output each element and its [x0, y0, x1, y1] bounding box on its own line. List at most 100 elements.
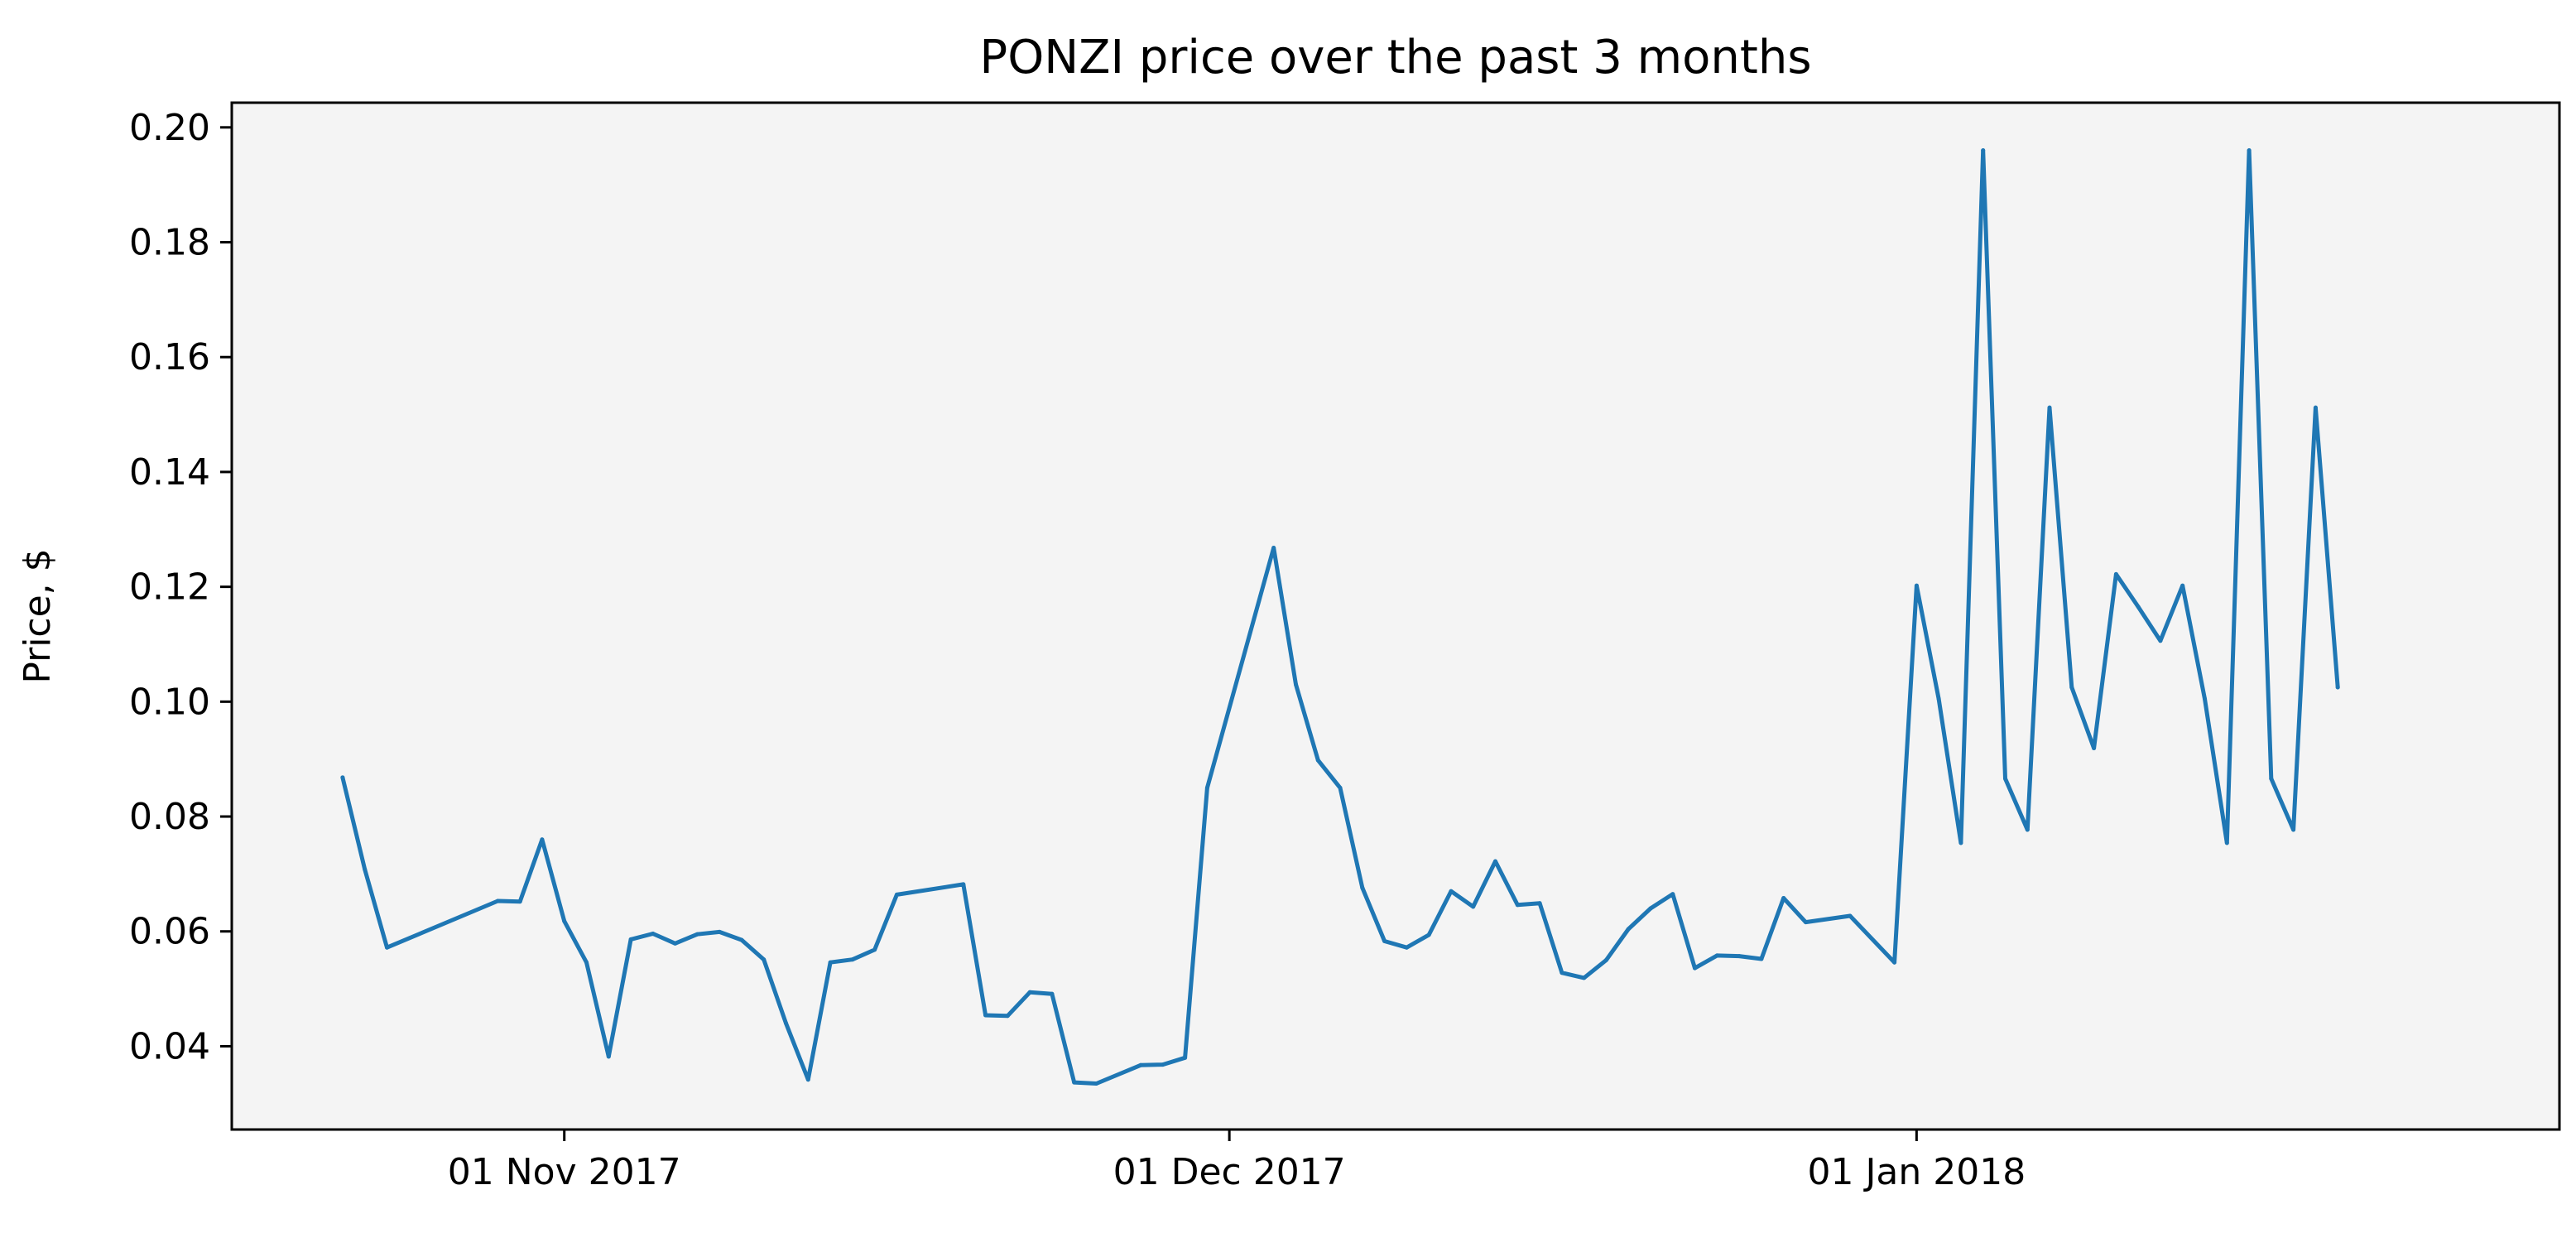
data-point — [1360, 885, 1365, 890]
data-point — [1803, 920, 1808, 925]
data-point — [1892, 960, 1897, 965]
data-point — [1294, 682, 1298, 686]
data-point — [2069, 685, 2074, 690]
y-tick-label: 0.06 — [129, 911, 210, 953]
x-tick-label: 01 Nov 2017 — [448, 1151, 681, 1193]
data-point — [1759, 956, 1764, 961]
data-point — [1382, 939, 1387, 943]
data-point — [1138, 1062, 1143, 1067]
data-point — [562, 918, 567, 923]
data-point — [1072, 1080, 1077, 1085]
data-point — [2224, 841, 2229, 845]
data-point — [1981, 148, 1986, 153]
y-tick-label: 0.08 — [129, 796, 210, 838]
price-series-line — [340, 148, 2340, 1086]
data-point — [673, 941, 678, 946]
data-point — [1582, 975, 1587, 980]
data-point — [517, 899, 522, 904]
data-point — [894, 892, 899, 897]
plot-area — [232, 103, 2559, 1130]
data-point — [872, 947, 877, 952]
data-point — [1648, 906, 1653, 911]
data-point — [1626, 927, 1631, 932]
x-tick-label: 01 Jan 2018 — [1807, 1151, 2026, 1193]
data-point — [1404, 945, 1409, 950]
data-point — [385, 945, 389, 950]
data-point — [495, 898, 500, 903]
data-point — [1471, 904, 1476, 909]
plot-frame — [230, 101, 2561, 1131]
ticks-layer: 0.04 0.06 0.08 0.10 0.12 0.14 0.16 0.18 0.20 01 N… — [129, 107, 2026, 1193]
data-point — [1714, 953, 1719, 958]
data-point — [363, 867, 368, 872]
data-point — [340, 775, 345, 780]
data-point — [784, 1021, 788, 1026]
y-tick-label: 0.20 — [129, 107, 210, 149]
data-point — [739, 937, 744, 942]
data-point — [606, 1054, 611, 1059]
data-point — [2047, 405, 2052, 410]
y-tick-label: 0.04 — [129, 1025, 210, 1067]
data-point — [628, 937, 633, 942]
data-point — [1693, 966, 1697, 971]
data-point — [1958, 841, 1963, 845]
chart-title: PONZI price over the past 3 months — [979, 31, 1811, 84]
data-point — [1338, 785, 1343, 790]
data-point — [1183, 1055, 1188, 1060]
data-point — [540, 837, 545, 842]
x-tick-label: 01 Dec 2017 — [1113, 1151, 1346, 1193]
data-point — [2203, 696, 2207, 701]
y-tick-label: 0.18 — [129, 222, 210, 264]
data-point — [805, 1077, 810, 1082]
data-point — [961, 882, 966, 887]
data-point — [2269, 776, 2274, 781]
data-point — [1271, 546, 1276, 550]
y-tick-label: 0.10 — [129, 681, 210, 723]
data-point — [2003, 776, 2007, 781]
data-point — [2136, 605, 2141, 609]
data-point — [1005, 1014, 1010, 1019]
y-tick-label: 0.14 — [129, 451, 210, 494]
data-point — [1094, 1081, 1098, 1086]
data-point — [1560, 971, 1564, 975]
data-point — [1781, 896, 1786, 900]
data-point — [717, 929, 722, 934]
data-point — [1914, 583, 1919, 588]
data-point — [1848, 913, 1853, 918]
data-point — [1936, 696, 1941, 701]
data-point — [850, 957, 855, 962]
data-point — [1050, 991, 1055, 996]
data-point — [762, 957, 767, 962]
data-point — [2335, 685, 2340, 690]
data-point — [651, 932, 656, 936]
y-axis-label: Price, $ — [17, 548, 59, 683]
data-point — [1161, 1062, 1165, 1067]
data-point — [694, 932, 699, 937]
data-point — [1426, 932, 1431, 937]
data-point — [2158, 638, 2163, 643]
data-point — [2092, 746, 2097, 750]
data-point — [828, 960, 833, 965]
data-point — [1315, 758, 1320, 763]
data-point — [1449, 889, 1454, 894]
data-point — [2025, 827, 2030, 832]
y-tick-label: 0.16 — [129, 336, 210, 378]
data-point — [584, 960, 589, 965]
data-point — [983, 1013, 988, 1018]
data-point — [2291, 827, 2296, 832]
data-point — [2113, 571, 2118, 576]
y-tick-label: 0.12 — [129, 566, 210, 609]
data-point — [1603, 957, 1608, 962]
data-point — [2313, 405, 2318, 410]
data-point — [1027, 990, 1032, 995]
data-point — [1737, 954, 1742, 959]
data-point — [1515, 903, 1520, 908]
data-point — [2247, 148, 2252, 153]
data-point — [1537, 901, 1542, 906]
data-point — [1204, 785, 1209, 790]
data-point — [1670, 892, 1675, 897]
data-point — [1493, 859, 1497, 864]
data-points-layer — [340, 148, 2340, 1086]
